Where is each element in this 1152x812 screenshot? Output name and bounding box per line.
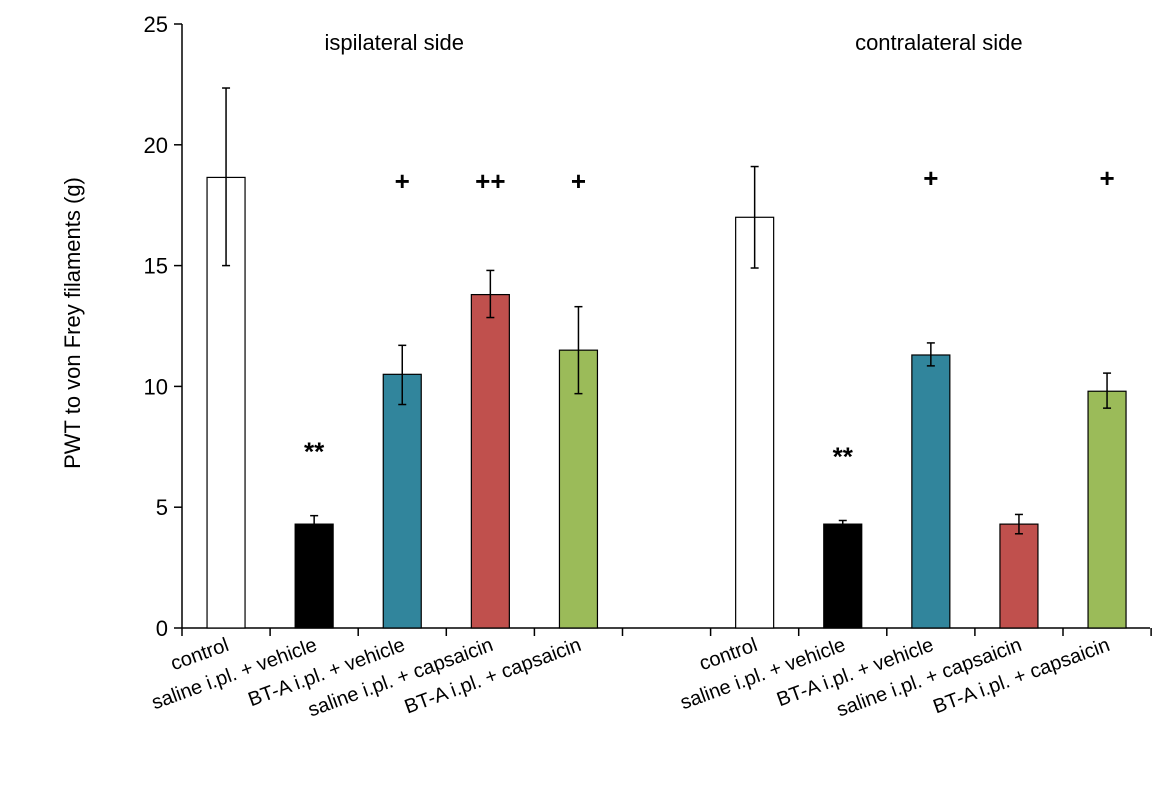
bar	[382, 373, 422, 629]
bar	[558, 349, 599, 629]
significance-marker: **	[833, 441, 854, 471]
bar	[294, 523, 334, 629]
y-tick-label: 25	[144, 12, 168, 37]
bar	[1087, 390, 1127, 629]
y-tick-label: 5	[156, 495, 168, 520]
bar	[735, 216, 775, 629]
significance-marker: ++	[475, 166, 505, 196]
significance-marker: +	[1099, 163, 1114, 193]
panel-title: ispilateral side	[325, 30, 464, 55]
y-tick-label: 15	[144, 254, 168, 279]
significance-marker: +	[923, 163, 938, 193]
bar	[470, 293, 510, 629]
panel-title: contralateral side	[855, 30, 1023, 55]
y-axis-title: PWT to von Frey filaments (g)	[60, 177, 85, 469]
significance-marker: +	[395, 166, 410, 196]
bar	[999, 523, 1039, 629]
bar	[911, 354, 951, 629]
significance-marker: **	[304, 437, 325, 467]
y-tick-label: 0	[156, 616, 168, 641]
bar	[823, 523, 863, 629]
significance-marker: +	[571, 166, 586, 196]
y-tick-label: 10	[144, 374, 168, 399]
y-tick-label: 20	[144, 133, 168, 158]
